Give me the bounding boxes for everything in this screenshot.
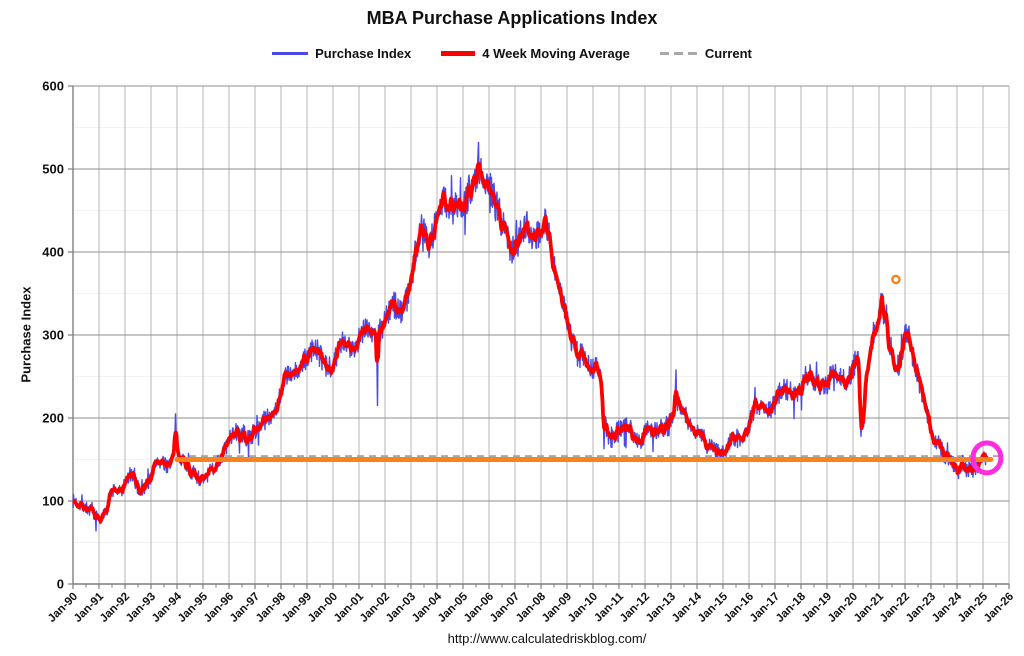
svg-text:600: 600 bbox=[42, 79, 64, 94]
svg-text:100: 100 bbox=[42, 494, 64, 509]
moving-average-line bbox=[71, 161, 990, 523]
svg-text:500: 500 bbox=[42, 162, 64, 177]
source-url-text: http://www.calculatedriskblog.com/ bbox=[447, 631, 647, 646]
outlier-marker bbox=[891, 274, 901, 285]
y-axis-title: Purchase Index bbox=[18, 286, 34, 383]
svg-text:0: 0 bbox=[57, 577, 64, 592]
moving-average-line-sample-icon bbox=[441, 51, 476, 56]
svg-text:Jan-26: Jan-26 bbox=[982, 591, 1016, 625]
legend-item-purchase-index: Purchase Index bbox=[272, 46, 411, 61]
axes bbox=[68, 85, 1010, 589]
highlight-circle-annotation bbox=[970, 440, 1004, 476]
legend-label-moving-average: 4 Week Moving Average bbox=[482, 46, 630, 61]
chart-title: MBA Purchase Applications Index bbox=[366, 8, 658, 28]
svg-text:400: 400 bbox=[42, 245, 64, 260]
purchase-index-line-sample-icon bbox=[272, 52, 309, 55]
y-major-gridlines bbox=[73, 85, 1009, 502]
svg-text:200: 200 bbox=[42, 411, 64, 426]
y-tick-labels: 0 100 200 300 400 500 600 bbox=[42, 79, 64, 592]
current-dashed-line-sample-icon bbox=[659, 51, 698, 56]
x-tick-labels: Jan-90Jan-91Jan-92Jan-93Jan-94Jan-95Jan-… bbox=[46, 590, 1016, 625]
legend-item-current: Current bbox=[659, 46, 752, 61]
svg-text:300: 300 bbox=[42, 328, 64, 343]
legend-label-purchase-index: Purchase Index bbox=[315, 46, 412, 61]
legend-label-current: Current bbox=[704, 46, 752, 61]
legend-item-moving-average: 4 Week Moving Average bbox=[441, 46, 630, 61]
chart-legend: Purchase Index 4 Week Moving Average Cur… bbox=[0, 46, 1024, 61]
